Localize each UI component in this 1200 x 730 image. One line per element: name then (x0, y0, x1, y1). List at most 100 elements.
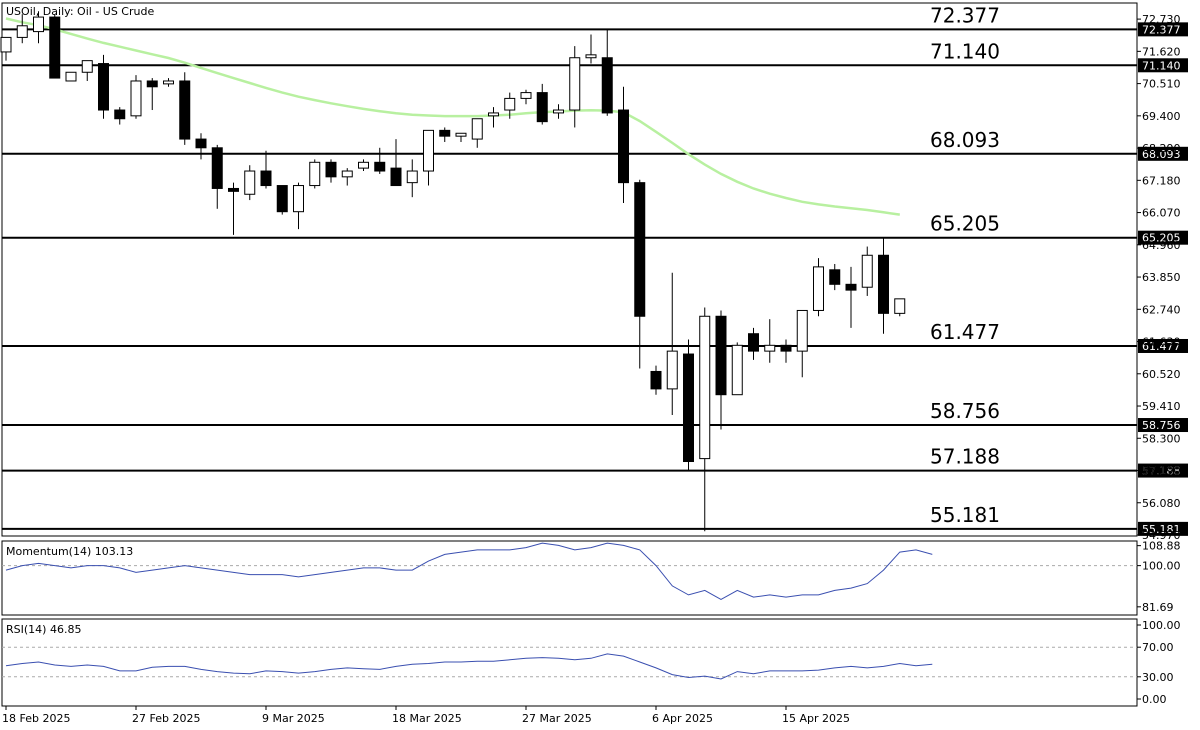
candle (130, 75, 142, 119)
level-price-tag (1138, 58, 1188, 73)
candle (293, 182, 304, 230)
date-tick-label: 6 Apr 2025 (652, 712, 713, 725)
candle (520, 89, 532, 105)
price-axis: 72.730 71.620 70.510 69.400 68.290 67.180 66.0… (1137, 13, 1181, 542)
level-price-tag (1138, 418, 1188, 433)
bullish-candle-body (455, 132, 467, 137)
candle (455, 132, 467, 142)
level-price-tag (1138, 146, 1188, 161)
candle (650, 365, 662, 395)
rsi-tick-label: 0.00 (1142, 693, 1167, 706)
bearish-candle-body (228, 187, 239, 192)
date-tick-label: 9 Mar 2025 (262, 712, 325, 725)
date-tick-label: 15 Apr 2025 (782, 712, 850, 725)
bullish-candle-body (488, 112, 499, 117)
bullish-candle-body (33, 16, 44, 33)
bullish-candle-body (163, 80, 174, 85)
momentum-axis: 108.88 100.00 81.69 (1137, 540, 1181, 614)
level-label: 58.756 (930, 399, 1000, 423)
bearish-candle-body (439, 129, 451, 137)
price-tick-label: 68.290 (1142, 142, 1181, 155)
momentum-title: Momentum(14) 103.13 (6, 545, 133, 558)
bearish-candle-body (49, 16, 61, 79)
candle (325, 159, 337, 183)
price-tick-label: 72.730 (1142, 13, 1181, 26)
level-price-tag-label: 61.477 (1142, 340, 1181, 353)
candle (553, 104, 564, 119)
candle (601, 28, 613, 116)
candle (179, 72, 191, 145)
candle (894, 298, 906, 317)
bullish-candle-body (764, 344, 776, 352)
momentum-line (5, 542, 933, 600)
candle (471, 118, 483, 148)
candle (715, 310, 727, 430)
candle (195, 133, 207, 160)
date-axis: 18 Feb 2025 27 Feb 2025 9 Mar 2025 18 Mar 2… (2, 706, 850, 725)
bullish-candle-body (81, 60, 93, 73)
candle (309, 159, 321, 189)
momentum-tick-label: 81.69 (1142, 601, 1174, 614)
bearish-candle-body (98, 63, 109, 111)
bearish-candle-body (618, 109, 629, 184)
candle (764, 319, 776, 363)
bullish-candle-body (813, 266, 824, 311)
moving-average (5, 17, 900, 216)
bearish-candle-body (878, 254, 889, 314)
bullish-candle-body (585, 54, 597, 59)
level-price-tag (1138, 230, 1188, 245)
candle (861, 246, 873, 296)
candle (439, 127, 451, 142)
level-label: 61.477 (930, 320, 1000, 344)
bullish-candle-body (471, 118, 483, 140)
candle (341, 168, 353, 186)
candle (731, 342, 743, 396)
candle (634, 179, 646, 369)
level-price-tag (1138, 22, 1188, 37)
rsi-tick-label: 30.00 (1142, 671, 1174, 684)
rsi-tick-label: 70.00 (1142, 641, 1174, 654)
rsi-tick-label: 100.00 (1142, 619, 1181, 632)
price-tick-label: 63.850 (1142, 271, 1181, 284)
bullish-candle-body (666, 350, 678, 390)
level-price-tag-label: 55.181 (1142, 523, 1181, 536)
level-price-tag (1138, 338, 1188, 353)
candle (829, 263, 841, 291)
level-price-tag (1138, 463, 1188, 478)
momentum-tick-label: 100.00 (1142, 560, 1181, 573)
candle (146, 78, 158, 111)
price-tick-label: 57.190 (1142, 465, 1181, 478)
bearish-candle-body (650, 370, 662, 390)
bearish-candle-body (715, 315, 727, 396)
bullish-candle-body (358, 161, 369, 169)
date-tick-label: 27 Feb 2025 (132, 712, 200, 725)
bullish-candle-body (731, 344, 743, 396)
level-label: 65.205 (930, 212, 1000, 236)
candle (699, 307, 711, 532)
moving-average-line (5, 17, 900, 216)
candle (683, 339, 694, 471)
bearish-candle-body (114, 109, 126, 120)
price-tick-label: 60.520 (1142, 368, 1181, 381)
bullish-candle-body (293, 185, 304, 213)
candle (98, 54, 109, 119)
candle (374, 147, 386, 174)
level-label: 55.181 (930, 503, 1000, 527)
candle (33, 11, 44, 44)
candle (406, 159, 418, 198)
bullish-candle-body (0, 36, 12, 53)
candle (813, 258, 824, 317)
bearish-candle-body (276, 185, 288, 213)
candle (666, 272, 678, 416)
bullish-candle-body (244, 170, 256, 195)
candle (585, 34, 597, 64)
bullish-candle-body (569, 57, 581, 111)
bullish-candle-body (796, 309, 808, 352)
price-tick-label: 56.080 (1142, 497, 1181, 510)
bullish-candle-body (16, 25, 28, 38)
bullish-candle-body (423, 129, 434, 172)
bullish-candle-body (520, 92, 532, 99)
bearish-candle-body (211, 147, 223, 189)
